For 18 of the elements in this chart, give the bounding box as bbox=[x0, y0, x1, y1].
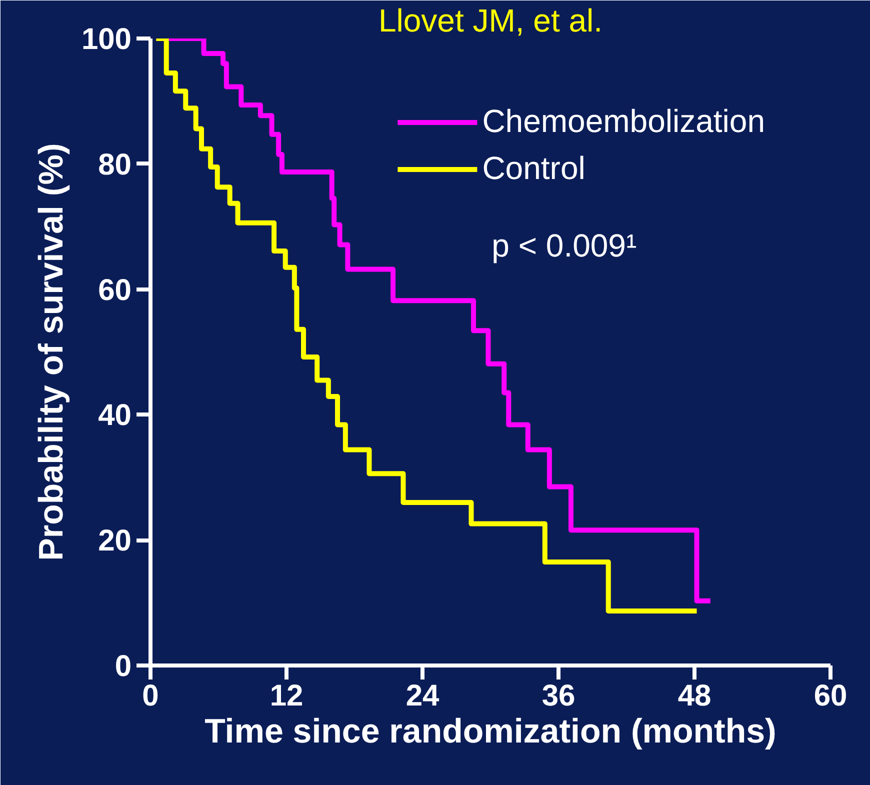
x-tick-label: 60 bbox=[814, 680, 848, 712]
y-tick-label: 20 bbox=[98, 524, 132, 558]
legend-label: Control bbox=[482, 150, 586, 187]
x-axis-title: Time since randomization (months) bbox=[204, 712, 776, 750]
y-tick-label: 100 bbox=[81, 23, 132, 56]
y-tick-label: 60 bbox=[98, 274, 132, 307]
legend-label: Chemoembolization bbox=[482, 103, 765, 140]
x-tick-label: 48 bbox=[678, 680, 712, 712]
y-tick-label: 80 bbox=[98, 148, 132, 182]
y-axis-title: Probability of survival (%) bbox=[32, 143, 70, 561]
annotation: Llovet JM, et al. bbox=[378, 2, 603, 38]
x-tick-label: 12 bbox=[270, 680, 304, 712]
y-tick-label: 40 bbox=[98, 399, 132, 432]
x-tick-label: 0 bbox=[142, 680, 159, 712]
annotation: p < 0.009¹ bbox=[492, 227, 637, 264]
x-tick-label: 36 bbox=[542, 680, 576, 712]
y-tick-label: 0 bbox=[114, 650, 132, 683]
x-tick-label: 24 bbox=[406, 680, 440, 712]
